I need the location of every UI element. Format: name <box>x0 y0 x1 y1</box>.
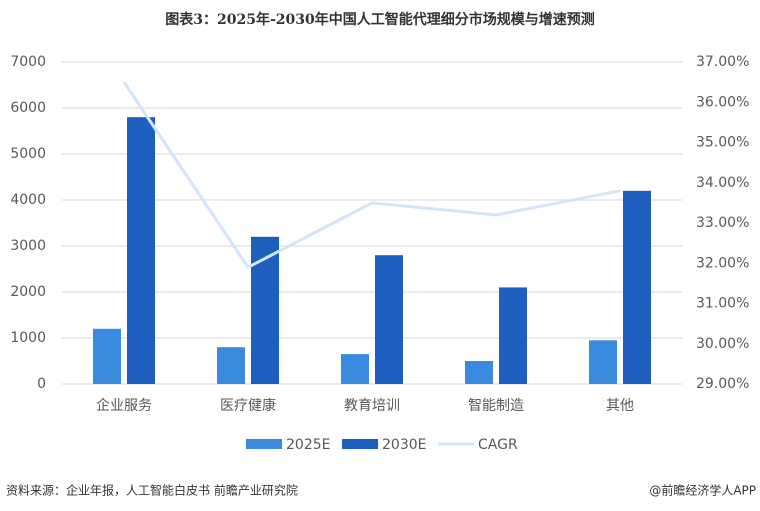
legend-swatch <box>342 439 378 449</box>
y-tick-label: 2000 <box>10 284 46 300</box>
bar <box>127 117 155 384</box>
legend-label: CAGR <box>478 437 518 453</box>
line <box>122 81 621 270</box>
y-tick-label: 7000 <box>10 54 46 70</box>
legend-label: 2030E <box>382 437 426 453</box>
y2-tick-label: 34.00% <box>696 175 749 191</box>
bar <box>623 190 651 384</box>
bar <box>251 236 279 384</box>
bar <box>499 287 527 384</box>
x-tick-label: 其他 <box>606 398 634 414</box>
bar <box>589 340 617 384</box>
bar <box>341 354 369 384</box>
y2-tick-label: 35.00% <box>696 135 749 151</box>
bar <box>465 361 493 384</box>
source: 资料来源：企业年报，人工智能白皮书 前瞻产业研究院 <box>6 483 298 498</box>
y2-tick-label: 30.00% <box>696 336 749 352</box>
y2-tick-label: 37.00% <box>696 54 749 70</box>
y2-tick-label: 32.00% <box>696 255 749 271</box>
x-tick-label: 企业服务 <box>96 397 152 414</box>
x-tick-label: 智能制造 <box>468 398 524 414</box>
y-tick-label: 5000 <box>10 146 46 162</box>
chart-title: 图表3：2025年-2030年中国人工智能代理细分市场规模与增速预测 <box>165 11 594 28</box>
y-tick-label: 0 <box>37 376 46 392</box>
y2-tick-label: 33.00% <box>696 215 749 231</box>
y2-tick-label: 36.00% <box>696 94 749 110</box>
y-tick-label: 6000 <box>10 100 46 116</box>
x-tick-label: 医疗健康 <box>220 397 276 414</box>
legend-label: 2025E <box>286 437 330 453</box>
y-tick-label: 1000 <box>10 330 46 346</box>
x-tick-label: 教育培训 <box>344 398 400 414</box>
y2-tick-label: 29.00% <box>696 376 749 392</box>
credit: @前瞻经济学人APP <box>649 483 756 498</box>
y-tick-label: 4000 <box>10 192 46 208</box>
bar <box>217 347 245 384</box>
bar <box>93 328 121 384</box>
bar <box>375 255 403 384</box>
y2-tick-label: 31.00% <box>696 296 749 312</box>
legend-swatch <box>246 439 282 449</box>
y-tick-label: 3000 <box>10 238 46 254</box>
